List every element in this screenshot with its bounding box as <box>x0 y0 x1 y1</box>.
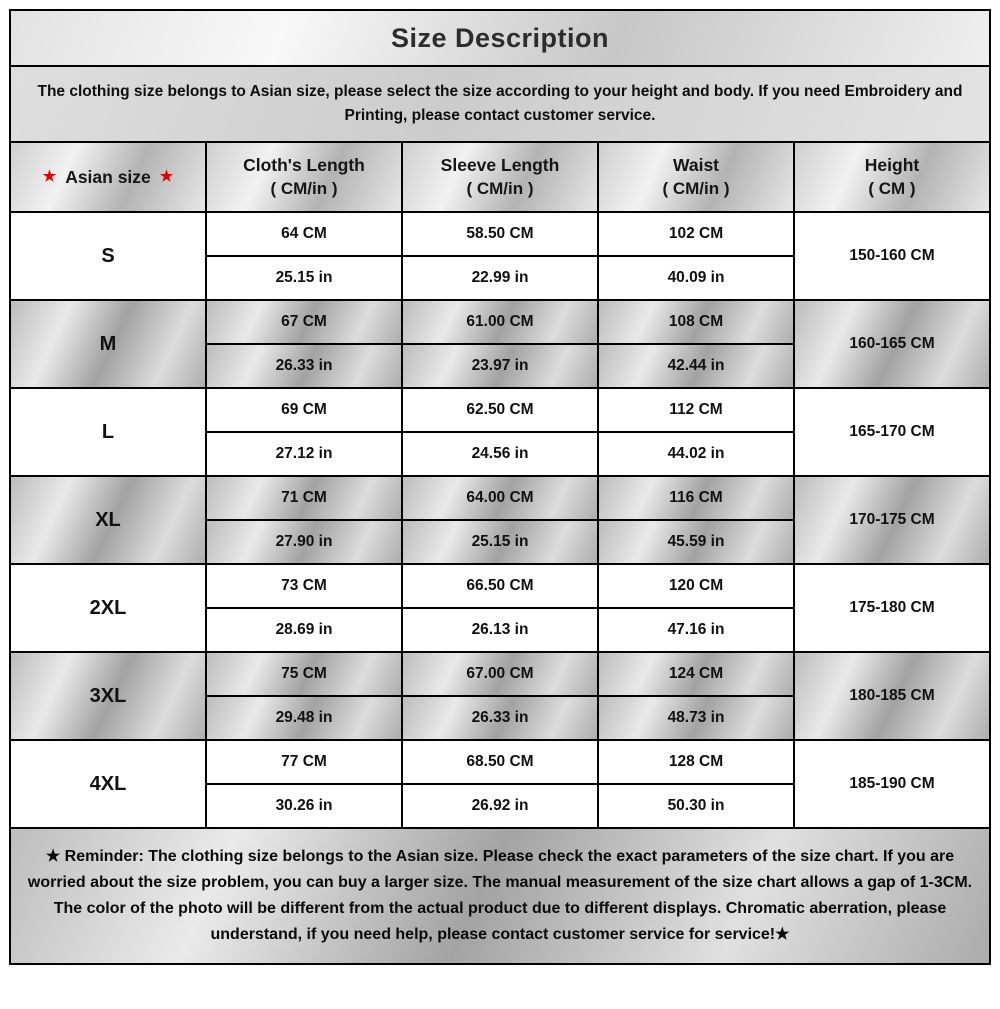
size-label: 3XL <box>9 651 207 742</box>
sleeve-length-cm: 66.50 CM <box>401 563 599 610</box>
cloth-length-cm: 75 CM <box>205 651 403 698</box>
sleeve-length-cm: 64.00 CM <box>401 475 599 522</box>
height-range: 170-175 CM <box>793 475 991 566</box>
size-row-4xl-cm: 4XL 77 CM 68.50 CM 128 CM 185-190 CM <box>9 739 991 830</box>
col-title: Waist <box>672 155 720 176</box>
asian-size-label: Asian size <box>65 166 151 187</box>
size-row-xl-cm: XL 71 CM 64.00 CM 116 CM 170-175 CM <box>9 475 991 566</box>
size-row-2xl-cm: 2XL 73 CM 66.50 CM 120 CM 175-180 CM <box>9 563 991 654</box>
waist-in: 42.44 in <box>597 343 795 390</box>
sleeve-length-in: 26.92 in <box>401 783 599 830</box>
waist-cm: 102 CM <box>597 211 795 258</box>
col-unit: ( CM/in ) <box>662 179 730 199</box>
col-header-sleeve-length: Sleeve Length ( CM/in ) <box>401 141 599 214</box>
size-row-l-cm: L 69 CM 62.50 CM 112 CM 165-170 CM <box>9 387 991 478</box>
height-range: 150-160 CM <box>793 211 991 302</box>
sleeve-length-cm: 68.50 CM <box>401 739 599 786</box>
star-icon: ★ <box>159 167 174 185</box>
cloth-length-in: 25.15 in <box>205 255 403 302</box>
size-row-s-cm: S 64 CM 58.50 CM 102 CM 150-160 CM <box>9 211 991 302</box>
size-table: ★ Asian size ★ Cloth's Length ( CM/in ) Sl… <box>9 141 991 830</box>
waist-cm: 120 CM <box>597 563 795 610</box>
sleeve-length-cm: 61.00 CM <box>401 299 599 346</box>
waist-in: 47.16 in <box>597 607 795 654</box>
page-title: Size Description <box>9 9 991 67</box>
sleeve-length-in: 23.97 in <box>401 343 599 390</box>
waist-cm: 116 CM <box>597 475 795 522</box>
sleeve-length-in: 25.15 in <box>401 519 599 566</box>
waist-cm: 128 CM <box>597 739 795 786</box>
waist-cm: 124 CM <box>597 651 795 698</box>
col-header-cloth-length: Cloth's Length ( CM/in ) <box>205 141 403 214</box>
height-range: 180-185 CM <box>793 651 991 742</box>
size-label: S <box>9 211 207 302</box>
size-label: 4XL <box>9 739 207 830</box>
cloth-length-cm: 73 CM <box>205 563 403 610</box>
sleeve-length-cm: 67.00 CM <box>401 651 599 698</box>
asian-size-header: ★ Asian size ★ <box>9 141 207 214</box>
size-row-2xl-in: 28.69 in 26.13 in 47.16 in <box>10 607 990 654</box>
size-row-3xl-in: 29.48 in 26.33 in 48.73 in <box>10 695 990 742</box>
sleeve-length-in: 26.13 in <box>401 607 599 654</box>
cloth-length-in: 30.26 in <box>205 783 403 830</box>
waist-in: 44.02 in <box>597 431 795 478</box>
size-label: XL <box>9 475 207 566</box>
sleeve-length-in: 22.99 in <box>401 255 599 302</box>
size-row-s-in: 25.15 in 22.99 in 40.09 in <box>10 255 990 302</box>
cloth-length-cm: 67 CM <box>205 299 403 346</box>
size-row-m-cm: M 67 CM 61.00 CM 108 CM 160-165 CM <box>9 299 991 390</box>
sleeve-length-in: 24.56 in <box>401 431 599 478</box>
cloth-length-in: 28.69 in <box>205 607 403 654</box>
size-row-m-in: 26.33 in 23.97 in 42.44 in <box>10 343 990 390</box>
waist-in: 45.59 in <box>597 519 795 566</box>
col-title: Cloth's Length <box>243 155 365 176</box>
waist-in: 40.09 in <box>597 255 795 302</box>
height-range: 165-170 CM <box>793 387 991 478</box>
col-title: Height <box>864 155 920 176</box>
col-header-waist: Waist ( CM/in ) <box>597 141 795 214</box>
waist-cm: 108 CM <box>597 299 795 346</box>
col-header-height: Height ( CM ) <box>793 141 991 214</box>
size-label: L <box>9 387 207 478</box>
size-row-3xl-cm: 3XL 75 CM 67.00 CM 124 CM 180-185 CM <box>9 651 991 742</box>
size-note: The clothing size belongs to Asian size,… <box>9 65 991 144</box>
star-icon: ★ <box>42 167 57 185</box>
cloth-length-in: 27.12 in <box>205 431 403 478</box>
size-label: 2XL <box>9 563 207 654</box>
size-row-l-in: 27.12 in 24.56 in 44.02 in <box>10 431 990 478</box>
cloth-length-cm: 69 CM <box>205 387 403 434</box>
height-range: 185-190 CM <box>793 739 991 830</box>
sleeve-length-cm: 62.50 CM <box>401 387 599 434</box>
cloth-length-in: 26.33 in <box>205 343 403 390</box>
waist-cm: 112 CM <box>597 387 795 434</box>
size-row-4xl-in: 30.26 in 26.92 in 50.30 in <box>10 783 990 830</box>
sleeve-length-cm: 58.50 CM <box>401 211 599 258</box>
col-unit: ( CM ) <box>868 179 916 199</box>
cloth-length-in: 27.90 in <box>205 519 403 566</box>
cloth-length-cm: 71 CM <box>205 475 403 522</box>
sleeve-length-in: 26.33 in <box>401 695 599 742</box>
cloth-length-cm: 77 CM <box>205 739 403 786</box>
size-label: M <box>9 299 207 390</box>
table-header-row: ★ Asian size ★ Cloth's Length ( CM/in ) Sl… <box>9 141 991 214</box>
size-chart-page: Size Description The clothing size belon… <box>9 9 991 965</box>
size-row-xl-in: 27.90 in 25.15 in 45.59 in <box>10 519 990 566</box>
cloth-length-cm: 64 CM <box>205 211 403 258</box>
waist-in: 48.73 in <box>597 695 795 742</box>
reminder-note: ★ Reminder: The clothing size belongs to… <box>9 827 991 965</box>
height-range: 160-165 CM <box>793 299 991 390</box>
col-unit: ( CM/in ) <box>466 179 534 199</box>
col-unit: ( CM/in ) <box>270 179 338 199</box>
height-range: 175-180 CM <box>793 563 991 654</box>
col-title: Sleeve Length <box>440 155 560 176</box>
cloth-length-in: 29.48 in <box>205 695 403 742</box>
waist-in: 50.30 in <box>597 783 795 830</box>
